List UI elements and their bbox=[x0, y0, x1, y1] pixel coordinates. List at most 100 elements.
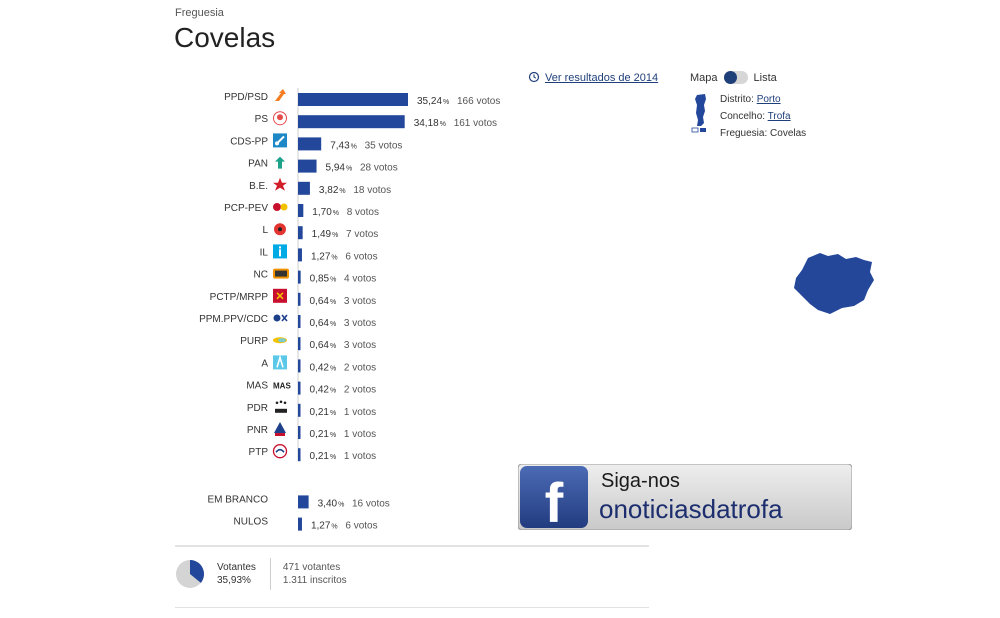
percent-label: 0,21% bbox=[310, 451, 337, 462]
pan-icon bbox=[275, 156, 285, 169]
toggle-knob bbox=[723, 71, 737, 84]
bar-16 bbox=[298, 448, 301, 462]
concelho-link[interactable]: Trofa bbox=[767, 111, 791, 122]
bar-0 bbox=[298, 93, 408, 106]
percent-label: 1,27% bbox=[311, 251, 338, 262]
votes-label: 161 votos bbox=[454, 118, 497, 129]
facebook-f-glyph: f bbox=[545, 471, 564, 530]
freguesia-label: Freguesia: bbox=[720, 128, 768, 139]
party-label: MAS bbox=[246, 381, 268, 392]
votes-label: 1 votos bbox=[344, 429, 376, 440]
votes-label: 1 votos bbox=[344, 451, 376, 462]
bar-12 bbox=[298, 359, 301, 373]
party-label: PURP bbox=[240, 336, 268, 347]
votes-label: 6 votos bbox=[345, 251, 377, 262]
votes-label: 166 votos bbox=[457, 96, 500, 107]
be-star-icon bbox=[273, 177, 287, 191]
votes-label: 18 votos bbox=[353, 185, 391, 196]
pdr-icon bbox=[275, 400, 287, 413]
turnout-percent: 35,93% bbox=[217, 575, 251, 586]
bar-3 bbox=[298, 159, 317, 173]
percent-label: 0,21% bbox=[310, 407, 337, 418]
freguesia-value: Covelas bbox=[770, 128, 807, 139]
cds-icon bbox=[273, 133, 287, 148]
votes-label: 3 votos bbox=[344, 340, 376, 351]
percent-label: 0,64% bbox=[310, 318, 337, 329]
votes-label: 16 votos bbox=[352, 498, 390, 509]
percent-label: 0,42% bbox=[310, 362, 337, 373]
percent-label: 0,21% bbox=[310, 429, 337, 440]
ppm-icon bbox=[273, 314, 288, 322]
location-info: Distrito: Porto Concelho: Trofa Freguesi… bbox=[690, 94, 806, 145]
nc-icon bbox=[273, 268, 289, 279]
percent-label: 0,64% bbox=[310, 296, 337, 307]
party-label: PTP bbox=[249, 447, 269, 458]
party-label: PCTP/MRPP bbox=[210, 292, 269, 303]
previous-results-link[interactable]: Ver resultados de 2014 bbox=[545, 72, 659, 84]
bar-15 bbox=[298, 426, 301, 439]
distrito-row: Distrito: Porto bbox=[690, 94, 806, 111]
votes-label: 2 votos bbox=[344, 385, 376, 396]
view-switch[interactable]: Mapa Lista bbox=[690, 71, 777, 84]
party-label: A bbox=[261, 358, 268, 369]
bar-10 bbox=[298, 315, 301, 328]
party-label: CDS-PP bbox=[230, 136, 268, 147]
freguesia-row: Freguesia: Covelas bbox=[690, 128, 806, 145]
bar-13 bbox=[298, 381, 301, 395]
section-divider bbox=[175, 545, 649, 547]
bar-6 bbox=[298, 226, 303, 240]
party-label: NC bbox=[254, 270, 268, 281]
turnout-pie-icon bbox=[176, 560, 205, 588]
party-label: NULOS bbox=[234, 517, 269, 528]
results-bar-chart: PPD/PSD 35,24% 166 votos PS 34,18% 161 votos C… bbox=[199, 88, 500, 532]
svg-text:MAS: MAS bbox=[273, 382, 291, 391]
distrito-link[interactable]: Porto bbox=[756, 94, 781, 105]
parish-map-shape[interactable] bbox=[790, 250, 876, 318]
page-title: Covelas bbox=[174, 22, 276, 53]
history-icon[interactable] bbox=[528, 71, 540, 83]
party-label: PNR bbox=[247, 425, 268, 436]
votes-label: 3 votos bbox=[344, 318, 376, 329]
bar-7 bbox=[298, 248, 302, 262]
percent-label: 1,49% bbox=[312, 229, 339, 240]
votes-label: 1 votos bbox=[344, 407, 376, 418]
banner-line1: Siga-nos bbox=[601, 470, 680, 492]
page-kicker: Freguesia bbox=[175, 7, 224, 19]
bar-extra-1 bbox=[298, 517, 302, 531]
party-label: PPD/PSD bbox=[224, 92, 268, 103]
pctp-icon bbox=[273, 288, 287, 303]
turnout-percent-block: Votantes 35,93% bbox=[217, 561, 256, 587]
turnout-label: Votantes bbox=[217, 562, 256, 573]
list-view-label[interactable]: Lista bbox=[753, 71, 777, 84]
votes-label: 4 votos bbox=[344, 274, 376, 285]
view-toggle[interactable] bbox=[723, 71, 748, 84]
party-label: PCP-PEV bbox=[224, 203, 268, 214]
purp-icon bbox=[273, 337, 287, 344]
bar-2 bbox=[298, 137, 322, 151]
percent-label: 1,70% bbox=[312, 207, 339, 218]
il-icon bbox=[273, 244, 287, 259]
ptp-icon bbox=[272, 444, 288, 459]
bar-5 bbox=[298, 204, 304, 217]
portugal-mini-map-icon bbox=[691, 94, 706, 133]
distrito-label: Distrito: bbox=[720, 94, 754, 105]
map-view-label[interactable]: Mapa bbox=[690, 71, 718, 84]
percent-label: 0,64% bbox=[310, 340, 337, 351]
bar-1 bbox=[298, 115, 405, 129]
turnout-divider bbox=[269, 558, 271, 590]
votes-label: 7 votos bbox=[346, 229, 378, 240]
pnr-icon bbox=[274, 422, 286, 436]
bar-11 bbox=[298, 337, 301, 351]
votes-label: 2 votos bbox=[344, 362, 376, 373]
facebook-logo-icon bbox=[520, 466, 588, 528]
percent-label: 3,40% bbox=[318, 498, 345, 509]
facebook-follow-banner[interactable]: f bbox=[518, 464, 852, 530]
turnout-pie-slice bbox=[190, 560, 205, 583]
livre-poppy-icon bbox=[274, 223, 286, 236]
bar-9 bbox=[298, 292, 301, 306]
percent-label: 1,27% bbox=[311, 521, 338, 532]
party-label: EM BRANCO bbox=[207, 494, 268, 505]
party-label: PAN bbox=[248, 159, 268, 170]
alianca-icon bbox=[273, 354, 287, 370]
party-label: L bbox=[262, 225, 268, 236]
